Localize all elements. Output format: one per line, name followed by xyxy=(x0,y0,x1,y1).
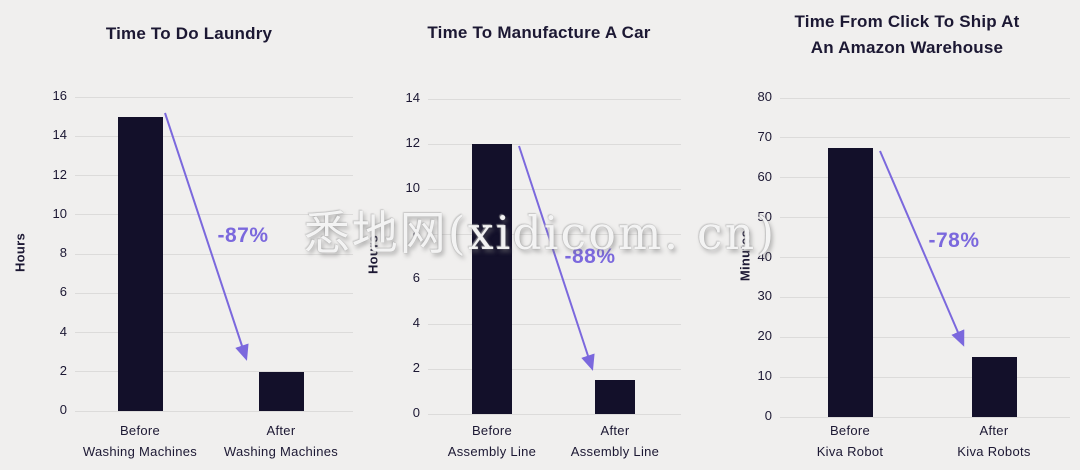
y-tick-label: 20 xyxy=(757,328,772,344)
y-tick-label: 8 xyxy=(59,245,67,260)
y-tick-label: 30 xyxy=(757,288,772,304)
y-tick-label: 0 xyxy=(412,405,420,420)
x-category-label: Before xyxy=(119,423,161,438)
y-tick-label: 50 xyxy=(757,208,772,224)
bar-after xyxy=(258,371,304,412)
gridline xyxy=(428,188,681,190)
y-tick-label: 4 xyxy=(412,315,420,330)
gridline xyxy=(428,413,681,415)
y-tick-label: 16 xyxy=(52,88,67,103)
y-tick-label: 4 xyxy=(59,323,67,339)
y-tick-label: 6 xyxy=(59,284,67,300)
x-category-label: After xyxy=(266,423,296,438)
x-category-label: Before xyxy=(471,423,513,438)
y-tick-label: 10 xyxy=(52,205,67,221)
chart-title: Time To Do Laundry xyxy=(105,24,273,43)
y-tick-label: 10 xyxy=(405,180,420,195)
x-category-label: Washing Machines xyxy=(223,444,339,459)
x-category-label: Kiva Robot xyxy=(816,444,884,459)
y-tick-label: 12 xyxy=(52,166,67,182)
gridline xyxy=(780,336,1070,338)
bar-before xyxy=(117,116,163,411)
gridline xyxy=(75,410,353,412)
y-tick-label: 2 xyxy=(59,362,67,378)
gridline xyxy=(428,368,681,370)
bar-before xyxy=(827,147,873,417)
x-category-label: After xyxy=(600,423,630,438)
y-tick-label: 70 xyxy=(757,128,772,144)
y-tick-label: 0 xyxy=(59,402,67,417)
gridline xyxy=(780,177,1070,179)
x-category-label: Kiva Robots xyxy=(957,444,1031,459)
bar-before xyxy=(472,144,512,414)
y-tick-label: 40 xyxy=(757,248,772,264)
chart-title: Time From Click To Ship At An Amazon War… xyxy=(794,12,1020,57)
bar-after xyxy=(971,357,1017,417)
gridline xyxy=(780,376,1070,378)
y-tick-label: 6 xyxy=(412,270,420,285)
y-tick-label: 14 xyxy=(52,127,67,143)
x-category-label: Washing Machines xyxy=(82,444,198,459)
watermark-text: 悉地网(xidicom. cn) xyxy=(303,206,777,260)
gridline xyxy=(780,416,1070,418)
chart-title: Time To Manufacture A Car xyxy=(427,23,651,42)
x-category-label: Assembly Line xyxy=(447,444,537,459)
gridline xyxy=(75,371,353,373)
y-tick-label: 80 xyxy=(757,89,772,104)
y-tick-label: 2 xyxy=(412,360,420,375)
x-category-label: Before xyxy=(829,423,871,438)
x-category-label: Assembly Line xyxy=(570,444,660,459)
gridline xyxy=(780,137,1070,139)
gridline xyxy=(428,278,681,280)
gridline xyxy=(428,323,681,325)
x-category-label: After xyxy=(979,423,1009,438)
gridline xyxy=(428,143,681,145)
y-tick-label: 60 xyxy=(757,168,772,184)
bar-after xyxy=(595,380,635,415)
gridline xyxy=(780,97,1070,99)
gridline xyxy=(428,98,681,100)
y-tick-label: 10 xyxy=(757,368,772,384)
y-tick-label: 12 xyxy=(405,135,420,150)
gridline xyxy=(780,296,1070,298)
y-tick-label: 8 xyxy=(412,225,420,240)
gridline xyxy=(75,96,353,98)
y-tick-label: 0 xyxy=(764,408,772,423)
y-tick-label: 14 xyxy=(405,90,420,105)
